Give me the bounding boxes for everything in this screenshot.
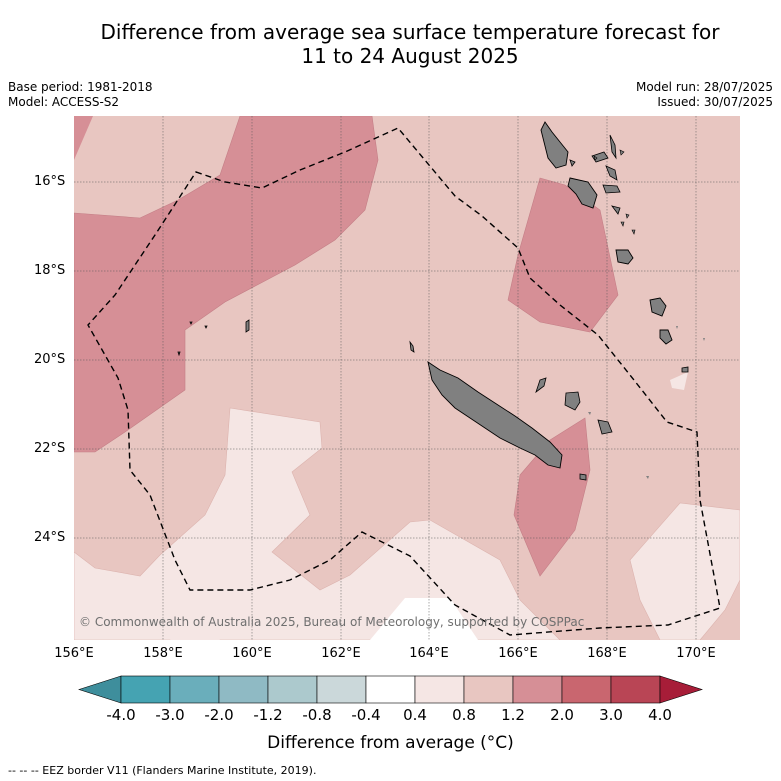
anomaly-region-0.4-0.8-south bbox=[74, 407, 561, 640]
lon-label-160e: 160°E bbox=[232, 646, 272, 661]
anomaly-region-1.2-2.0-west bbox=[74, 116, 379, 453]
colorbar-bin bbox=[610, 675, 661, 704]
epi-island bbox=[611, 205, 621, 215]
colorbar-title: Difference from average (°C) bbox=[267, 733, 514, 753]
lon-label-162e: 162°E bbox=[321, 646, 361, 661]
lon-label-158e: 158°E bbox=[143, 646, 183, 661]
colorbar-tick-label: -0.8 bbox=[302, 706, 332, 724]
pentecost-island bbox=[605, 165, 618, 181]
lon-label-164e: 164°E bbox=[409, 646, 449, 661]
colorbar-tick-label: -0.4 bbox=[351, 706, 381, 724]
efate-island bbox=[615, 249, 634, 265]
base-period-info: Base period: 1981-2018 Model: ACCESS-S2 bbox=[8, 80, 153, 110]
colorbar-tick-label: -1.2 bbox=[253, 706, 283, 724]
colorbar-bin bbox=[365, 675, 416, 704]
colorbar-bin bbox=[414, 675, 465, 704]
colorbar-tick-label: -4.0 bbox=[106, 706, 136, 724]
base-period: Base period: 1981-2018 bbox=[8, 80, 153, 94]
colorbar bbox=[78, 675, 703, 704]
anomaly-region-neutral bbox=[370, 598, 478, 640]
colorbar-bin bbox=[463, 675, 514, 704]
map-area bbox=[74, 116, 740, 640]
lon-label-170e: 170°E bbox=[676, 646, 716, 661]
erromango-island bbox=[649, 297, 667, 317]
eez-footnote: -- -- -- EEZ border V11 (Flanders Marine… bbox=[8, 764, 317, 777]
eez-border bbox=[87, 127, 721, 636]
map-title: Difference from average sea surface temp… bbox=[40, 20, 780, 68]
anomaly-region-0.4-0.8-southeast bbox=[629, 502, 740, 640]
anomaly-region-1.2-2.0-northwest-corner bbox=[74, 116, 93, 160]
colorbar-bin bbox=[218, 675, 269, 704]
copyright-notice: © Commonwealth of Australia 2025, Bureau… bbox=[79, 615, 585, 629]
graticule bbox=[74, 116, 740, 640]
aneityum-island bbox=[681, 366, 689, 373]
lat-label-24s: 24°S bbox=[34, 530, 66, 545]
colorbar-extend-high bbox=[659, 675, 703, 704]
colorbar-tick-label: -3.0 bbox=[155, 706, 185, 724]
colorbar-tick-label: 0.8 bbox=[452, 706, 476, 724]
lon-label-156e: 156°E bbox=[54, 646, 94, 661]
new-caledonia-island bbox=[427, 361, 563, 469]
colorbar-extend-low bbox=[78, 675, 122, 704]
lifou-island bbox=[564, 391, 581, 411]
model-name: Model: ACCESS-S2 bbox=[8, 95, 120, 109]
isle-of-pines bbox=[579, 473, 587, 481]
shepherd-islands bbox=[620, 213, 636, 235]
lat-label-18s: 18°S bbox=[34, 263, 66, 278]
model-run-info: Model run: 28/07/2025 Issued: 30/07/2025 bbox=[636, 80, 773, 110]
lat-label-20s: 20°S bbox=[34, 352, 66, 367]
colorbar-bin bbox=[316, 675, 367, 704]
espiritu-santo-island bbox=[540, 121, 569, 169]
lat-label-22s: 22°S bbox=[34, 441, 66, 456]
ambae-island bbox=[591, 151, 609, 163]
colorbar-bin bbox=[512, 675, 563, 704]
belep-islands bbox=[409, 340, 415, 353]
colorbar-tick-label: 2.0 bbox=[550, 706, 574, 724]
model-run: Model run: 28/07/2025 bbox=[635, 80, 773, 94]
ouvea-island bbox=[535, 377, 547, 394]
maewo-island bbox=[609, 134, 617, 160]
lon-label-166e: 166°E bbox=[498, 646, 538, 661]
tanna-island bbox=[659, 329, 673, 345]
ambrym-island bbox=[602, 184, 621, 194]
lat-label-16s: 16°S bbox=[34, 174, 66, 189]
anomaly-region-0.4-0.8-west-corner bbox=[170, 620, 220, 640]
colorbar-bin bbox=[561, 675, 612, 704]
title-line-1: Difference from average sea surface temp… bbox=[100, 20, 720, 44]
chesterfield-islands bbox=[177, 319, 250, 357]
colorbar-tick-label: 0.4 bbox=[403, 706, 427, 724]
colorbar-tick-label: 1.2 bbox=[501, 706, 525, 724]
torres-banks-islands bbox=[593, 149, 625, 161]
anomaly-region-0.4-0.8-east bbox=[670, 372, 688, 390]
colorbar-bin bbox=[169, 675, 220, 704]
lon-label-168e: 168°E bbox=[587, 646, 627, 661]
colorbar-tick-label: 4.0 bbox=[648, 706, 672, 724]
colorbar-bin bbox=[267, 675, 318, 704]
mare-island bbox=[597, 419, 613, 435]
colorbar-tick-label: -2.0 bbox=[204, 706, 234, 724]
malo-island bbox=[569, 159, 576, 167]
colorbar-bin bbox=[120, 675, 171, 704]
malekula-island bbox=[567, 177, 598, 209]
issued-date: Issued: 30/07/2025 bbox=[657, 95, 773, 109]
matthew-island bbox=[646, 476, 649, 479]
anomaly-region-1.2-2.0-southeast-caledonia bbox=[513, 417, 591, 577]
title-line-2: 11 to 24 August 2025 bbox=[301, 44, 519, 68]
colorbar-tick-label: 3.0 bbox=[599, 706, 623, 724]
tiga-island bbox=[588, 412, 591, 415]
